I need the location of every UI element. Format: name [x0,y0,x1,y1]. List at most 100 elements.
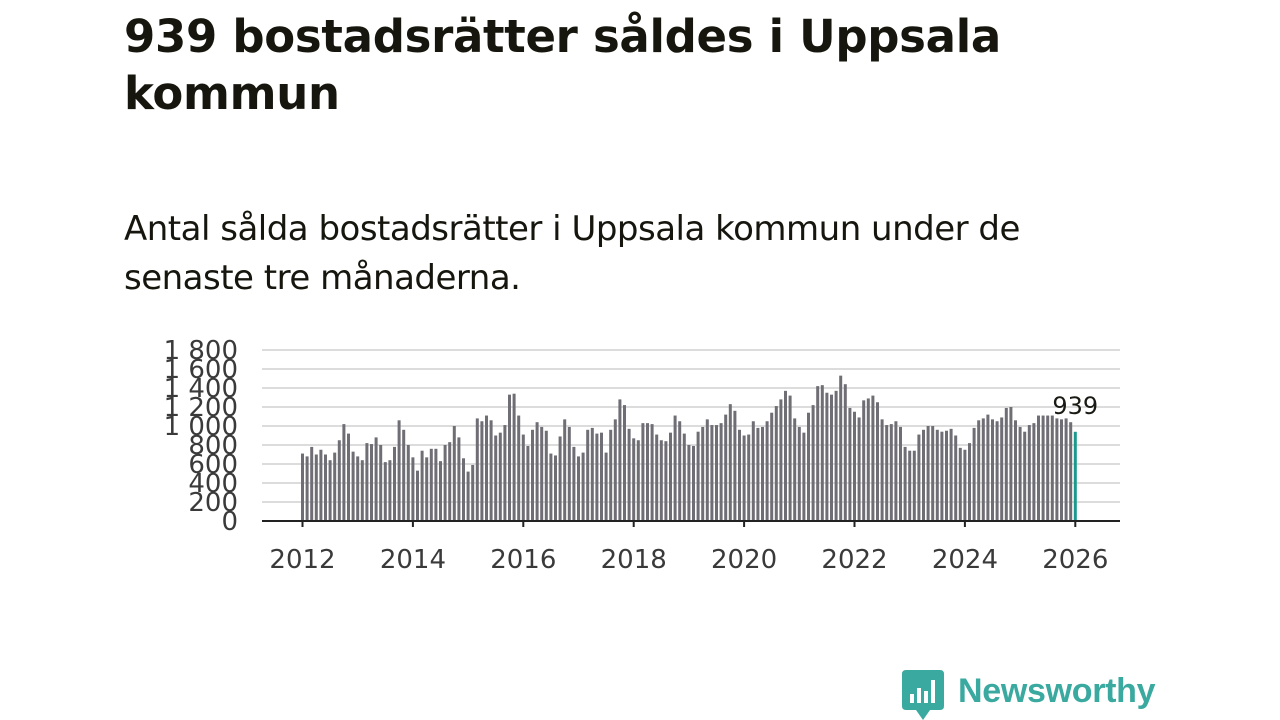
bar [986,414,990,521]
bar [365,443,369,521]
bar [820,385,824,521]
bar [733,410,737,521]
bar [485,415,488,521]
bar [567,426,571,521]
bar [922,429,925,521]
y-tick-label: 1 600 [164,355,238,385]
bar [954,435,958,521]
bar [1000,417,1004,521]
bar [917,434,921,521]
bar [761,426,764,521]
bar [981,418,985,521]
bar [811,405,815,521]
bar [1046,415,1050,521]
bar [701,426,705,521]
bar [577,456,580,521]
bar [531,429,534,521]
bar [871,395,875,521]
x-tick-label: 2022 [821,545,887,575]
bar [673,415,677,521]
bar [425,457,429,521]
bar [1050,415,1054,521]
bar [788,395,792,521]
bar [305,456,309,521]
bar [590,427,594,521]
bar [600,432,603,521]
bar [834,390,838,521]
bar [420,450,424,521]
bar [876,402,879,521]
bar [807,412,810,521]
bar [926,426,930,521]
bar [779,399,783,521]
bar [963,449,967,521]
bar [710,425,714,521]
bar [659,440,663,521]
bar [682,433,686,521]
bar [1018,426,1022,521]
bar [337,440,341,521]
bar [526,445,530,521]
brand-name: Newsworthy [958,672,1156,710]
bar [715,425,718,521]
bar [1064,418,1068,521]
bar [756,427,760,521]
bar [935,429,939,521]
bar [793,418,797,521]
bar [825,392,829,521]
y-tick-label: 0 [221,507,238,537]
bar [839,375,843,521]
bar [314,454,318,521]
last-value-label: 939 [1052,392,1098,420]
bar [439,461,442,521]
bar [549,453,553,521]
y-tick-label: 600 [188,450,238,480]
bar [388,460,392,521]
bar [636,440,640,521]
bar [1009,407,1013,521]
bar [1004,407,1008,521]
y-tick-label: 400 [188,469,238,499]
bar [374,437,378,521]
bar [908,450,912,521]
bar [977,420,981,521]
bar [301,453,304,521]
bar [558,436,562,521]
bar [899,426,902,521]
bar [480,421,484,521]
bar [512,393,516,521]
bar [393,446,396,521]
bar [1032,423,1036,521]
bar [324,454,327,521]
bar [724,414,728,521]
bar [632,438,636,521]
brand-logo: Newsworthy [902,670,1156,720]
bar [494,435,498,521]
bar [770,412,774,521]
bar [402,429,406,521]
bar [517,415,521,521]
bar [797,426,801,521]
headline: 939 bostadsrätter såldes i Uppsala kommu… [124,10,1001,120]
bar [521,434,525,521]
x-tick-label: 2024 [932,545,998,575]
bar [678,421,682,521]
bar [830,394,833,521]
bar [940,431,944,521]
x-tick-label: 2016 [490,545,556,575]
bar [742,435,746,521]
y-tick-label: 1 400 [164,374,238,404]
bar [540,426,544,521]
bar [572,446,576,521]
bar [664,441,668,521]
bar [958,447,962,521]
bar [397,420,401,521]
bar-chart-speech-bubble-icon [902,670,944,720]
bar [650,424,654,521]
bar [489,420,493,521]
bar [784,390,787,521]
bar [646,423,649,521]
bar [802,432,806,521]
bar [434,448,438,521]
